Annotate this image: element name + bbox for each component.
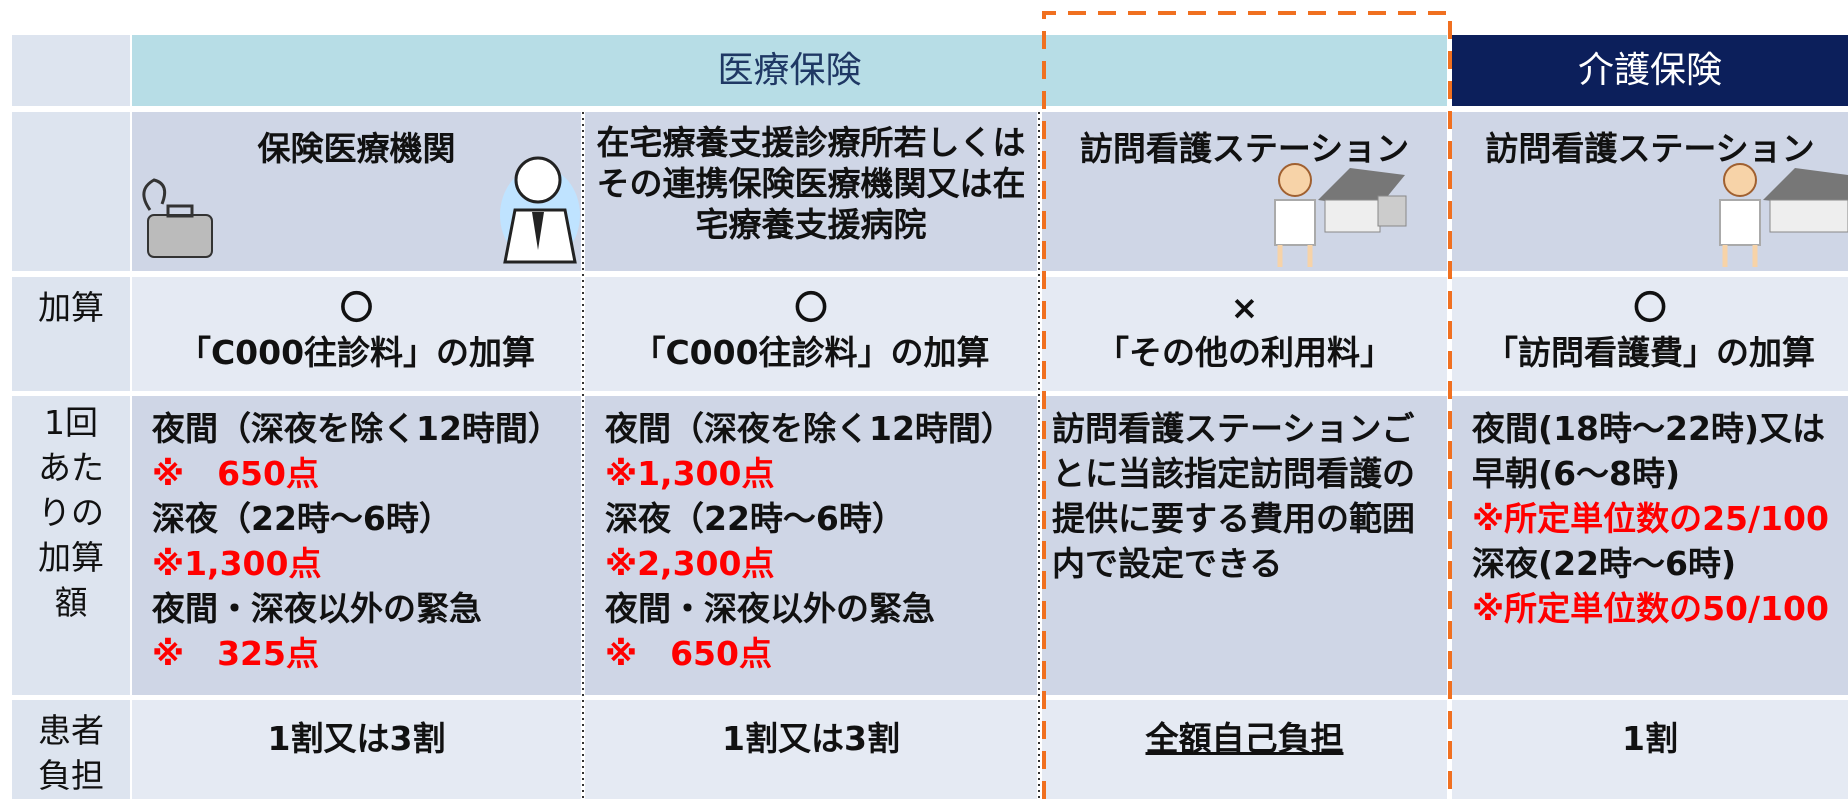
cell-line: ※ 325点 [152, 634, 319, 673]
cell-line: 夜間（深夜を除く12時間） [605, 409, 1014, 448]
cell-line: ※ 650点 [605, 634, 772, 673]
cell-line: 夜間（深夜を除く12時間） [152, 409, 561, 448]
cell-line: 早朝(6～8時) [1472, 454, 1681, 493]
row-label: 患者負担 [38, 711, 104, 795]
column-header-cell: 保険医療機関 [132, 112, 581, 271]
cell-line: 訪問看護ステーションごとに当該指定訪問看護の提供に要する費用の範囲内で設定できる [1052, 409, 1415, 583]
cell-line: 「C000往診料」の加算 [632, 333, 990, 372]
corner-cell [12, 35, 130, 106]
cell-line: ※1,300点 [152, 544, 322, 583]
cell-line: 深夜（22時～6時） [605, 499, 905, 538]
cell-line: 〇 [1633, 288, 1667, 327]
row-label-cell: 加算 [12, 277, 130, 391]
cell: 〇「C000往診料」の加算 [585, 277, 1037, 391]
cell: 全額自己負担 [1042, 700, 1447, 799]
cell: 1割又は3割 [132, 700, 581, 799]
cell: 1割 [1452, 700, 1848, 799]
cell-line: 全額自己負担 [1145, 719, 1344, 758]
cell-line: 夜間(18時～22時)又は [1472, 409, 1826, 448]
cell: 訪問看護ステーションごとに当該指定訪問看護の提供に要する費用の範囲内で設定できる [1042, 396, 1447, 695]
cell-line: 1割又は3割 [267, 719, 446, 758]
cell-line: 「C000往診料」の加算 [177, 333, 536, 372]
cell-line: × [1230, 288, 1259, 327]
column-header: 在宅療養支援診療所若しくはその連携保険医療機関又は在宅療養支援病院 [596, 123, 1026, 244]
cell-line: 1割 [1622, 719, 1678, 758]
cell-line: ※ 650点 [152, 454, 319, 493]
cell-line: 「その他の利用料」 [1096, 333, 1393, 372]
cell: 〇「訪問看護費」の加算 [1452, 277, 1848, 391]
cell-line: 〇 [340, 288, 373, 327]
cell-line: ※1,300点 [605, 454, 775, 493]
cell-line: ※所定単位数の25/100 [1472, 499, 1829, 538]
cell-line: 夜間・深夜以外の緊急 [605, 589, 935, 628]
cell-line: 深夜（22時～6時） [152, 499, 452, 538]
cell-line: 「訪問看護費」の加算 [1485, 333, 1815, 372]
column-header-cell: 訪問看護ステーション [1452, 112, 1848, 271]
column-header-cell: 在宅療養支援診療所若しくはその連携保険医療機関又は在宅療養支援病院 [585, 112, 1037, 271]
row-label: 1回あたりの加算額 [38, 403, 104, 622]
cell: 夜間（深夜を除く12時間） ※ 650点深夜（22時～6時） ※1,300点夜間・深… [132, 396, 581, 695]
row-label-cell: 患者負担 [12, 700, 130, 799]
cell: 〇「C000往診料」の加算 [132, 277, 581, 391]
row-label-cell: 1回あたりの加算額 [12, 396, 130, 695]
cell-line: 〇 [794, 288, 828, 327]
cell: 夜間（深夜を除く12時間） ※1,300点深夜（22時～6時） ※2,300点夜間・… [585, 396, 1037, 695]
label-cell [12, 112, 130, 271]
cell-line: 夜間・深夜以外の緊急 [152, 589, 482, 628]
column-header: 訪問看護ステーション [1485, 129, 1815, 168]
care-header: 介護保険 [1452, 35, 1848, 106]
row-label: 加算 [38, 288, 104, 327]
column-header: 訪問看護ステーション [1079, 129, 1410, 168]
column-header: 保険医療機関 [257, 129, 456, 168]
cell-line: ※所定単位数の50/100 [1472, 589, 1829, 628]
cell: 1割又は3割 [585, 700, 1037, 799]
cell: × 「その他の利用料」 [1042, 277, 1447, 391]
cell: 夜間(18時～22時)又は 早朝(6～8時) ※所定単位数の25/100 深夜(22時… [1452, 396, 1848, 695]
cell-line: 深夜(22時～6時) [1472, 544, 1737, 583]
medical-header: 医療保険 [132, 35, 1447, 106]
column-header-cell: 訪問看護ステーション [1042, 112, 1447, 271]
cell-line: ※2,300点 [605, 544, 775, 583]
cell-line: 1割又は3割 [722, 719, 900, 758]
